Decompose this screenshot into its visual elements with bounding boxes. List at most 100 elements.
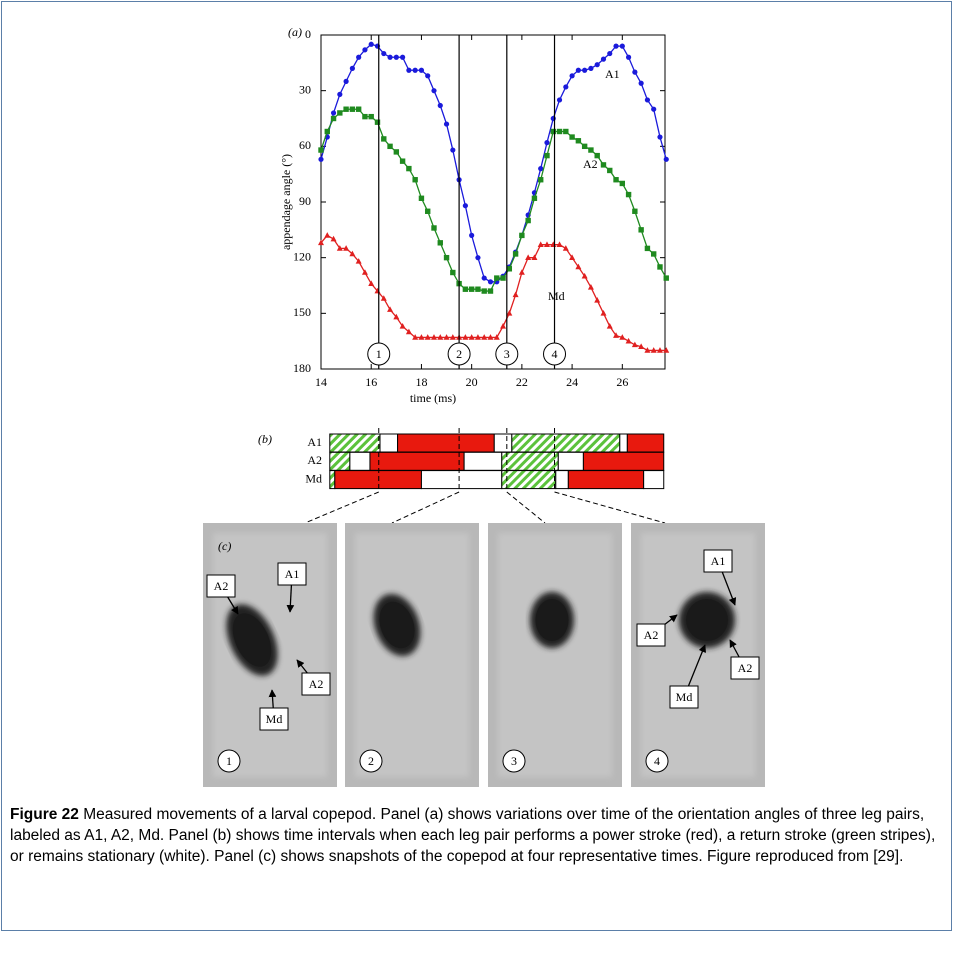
- data-point: [431, 88, 437, 94]
- data-point: [387, 143, 393, 150]
- data-point: [430, 334, 437, 340]
- data-point: [425, 208, 431, 214]
- data-point: [562, 245, 569, 251]
- data-point: [437, 334, 444, 340]
- copepod-body: [232, 613, 272, 667]
- frame-number-circle: [502, 749, 526, 773]
- data-point: [594, 152, 600, 159]
- data-point: [399, 323, 406, 329]
- data-point: [581, 272, 588, 279]
- data-point: [330, 110, 337, 116]
- data-point: [336, 245, 343, 251]
- interval: [626, 433, 665, 453]
- data-point: [450, 269, 456, 276]
- data-point: [519, 232, 525, 239]
- data-point: [356, 54, 362, 60]
- data-point: [337, 91, 343, 97]
- data-point: [638, 80, 644, 86]
- data-point: [613, 177, 619, 183]
- data-point: [518, 269, 525, 275]
- data-point: [644, 245, 651, 252]
- frame-number: 1: [226, 754, 232, 768]
- row-label: A2: [307, 453, 322, 467]
- data-point: [380, 295, 387, 301]
- data-point: [607, 50, 613, 57]
- data-point: [563, 128, 569, 135]
- frame-number: 4: [654, 754, 660, 768]
- interval: [379, 433, 399, 453]
- data-point: [575, 138, 582, 144]
- data-point: [362, 113, 368, 120]
- data-point: [663, 347, 670, 353]
- interval: [329, 470, 336, 490]
- data-point: [330, 235, 337, 242]
- data-point: [387, 54, 393, 60]
- annotation-label: Md: [266, 712, 283, 726]
- marker-label: 4: [552, 347, 558, 361]
- annotation-box: [206, 574, 236, 598]
- data-point: [412, 177, 418, 183]
- series-label: A2: [583, 157, 598, 171]
- data-point: [355, 106, 362, 112]
- data-point: [506, 310, 513, 316]
- connector: [391, 491, 460, 524]
- data-point: [569, 73, 575, 79]
- data-point: [638, 227, 644, 233]
- data-point: [631, 341, 638, 348]
- data-point: [475, 255, 481, 261]
- data-point: [625, 337, 632, 344]
- data-point: [469, 232, 475, 238]
- data-point: [494, 275, 500, 281]
- x-tick-label: 22: [516, 375, 528, 389]
- data-point: [632, 69, 638, 75]
- data-point: [481, 288, 487, 294]
- data-point: [663, 156, 669, 162]
- copepod-body: [535, 599, 569, 641]
- data-point: [587, 284, 594, 290]
- interval: [555, 470, 569, 490]
- panel-label: (a): [288, 25, 302, 39]
- annotation-box: [636, 623, 666, 647]
- data-point: [613, 43, 619, 49]
- data-point: [449, 334, 456, 340]
- data-point: [450, 147, 456, 153]
- marker-circle: [447, 342, 471, 366]
- interval: [557, 451, 584, 471]
- data-point: [531, 195, 538, 201]
- frame-number: 2: [368, 754, 374, 768]
- annotation-label: A2: [214, 579, 229, 593]
- photo-shade: [355, 533, 469, 777]
- data-point: [474, 334, 481, 340]
- data-point: [475, 286, 481, 292]
- caption-label: Figure 22: [10, 806, 79, 823]
- data-point: [525, 217, 531, 224]
- data-point: [343, 78, 349, 84]
- data-point: [481, 334, 488, 340]
- data-point: [368, 280, 375, 286]
- data-point: [525, 254, 532, 260]
- data-point: [625, 54, 632, 60]
- data-point: [412, 334, 419, 340]
- data-point: [330, 115, 337, 122]
- data-point: [443, 334, 450, 340]
- annotation-box: [277, 562, 307, 586]
- data-point: [393, 149, 400, 155]
- panel-label: (b): [258, 432, 272, 446]
- data-point: [406, 67, 412, 73]
- data-point: [544, 152, 550, 159]
- data-point: [406, 165, 412, 172]
- marker-circle: [367, 342, 391, 366]
- copepod-body: [686, 599, 728, 641]
- x-tick-label: 26: [616, 375, 628, 389]
- interval: [501, 470, 557, 490]
- data-point: [400, 54, 406, 60]
- data-point: [625, 191, 632, 198]
- data-point: [437, 240, 443, 246]
- data-point: [512, 251, 519, 257]
- data-point: [387, 306, 394, 312]
- data-point: [632, 208, 638, 214]
- data-point: [424, 334, 431, 340]
- interval: [493, 433, 513, 453]
- panel-label: (c): [218, 539, 231, 553]
- data-point: [343, 106, 349, 112]
